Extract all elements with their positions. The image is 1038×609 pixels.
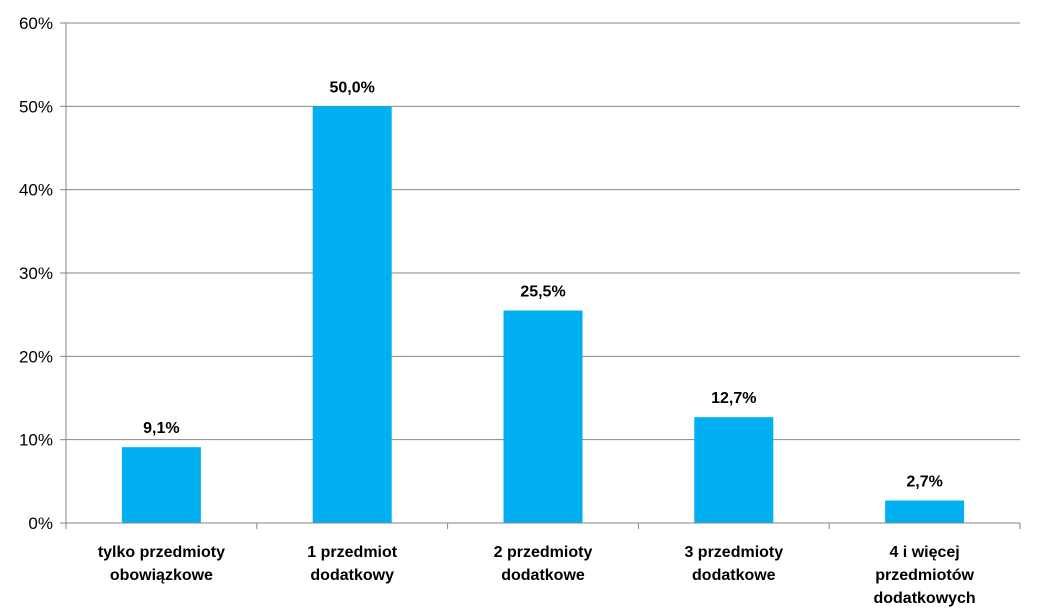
- category-label-line: 1 przedmiot: [307, 544, 397, 561]
- category-label: 3 przedmioty dodatkowe: [684, 544, 783, 584]
- y-tick-label: 30%: [19, 264, 53, 283]
- bar: [312, 106, 392, 523]
- category-label: 1 przedmiot dodatkowy: [307, 544, 397, 584]
- data-label: 25,5%: [520, 284, 565, 301]
- y-tick-label: 60%: [19, 14, 53, 33]
- y-tick-label: 50%: [19, 97, 53, 116]
- gridlines: [66, 22, 1020, 441]
- category-label-line: 3 przedmioty: [684, 544, 783, 561]
- bar: [885, 500, 965, 523]
- category-label-line: przedmiotów: [875, 567, 974, 584]
- y-tick-label: 0%: [28, 514, 53, 533]
- x-axis-tick-marks: [65, 523, 1021, 529]
- axes: [65, 23, 1020, 524]
- data-label: 12,7%: [711, 390, 756, 407]
- category-label-line: dodatkowe: [692, 567, 776, 584]
- category-label: tylko przedmioty obowiązkowe: [98, 544, 225, 584]
- data-label: 50,0%: [330, 79, 375, 96]
- y-tick-label: 10%: [19, 431, 53, 450]
- category-label-line: 2 przedmioty: [494, 544, 593, 561]
- category-label-line: obowiązkowe: [110, 567, 213, 584]
- y-axis-ticks: 0% 10% 20% 30% 40% 50% 60%: [19, 14, 66, 533]
- bar: [503, 310, 583, 523]
- data-label: 9,1%: [143, 420, 179, 437]
- category-label-line: 4 i więcej: [889, 544, 959, 561]
- category-labels: tylko przedmioty obowiązkowe 1 przedmiot do…: [98, 544, 976, 607]
- data-labels: 9,1% 50,0% 25,5% 12,7% 2,7%: [143, 79, 943, 490]
- category-label: 4 i więcej przedmiotów dodatkowych: [873, 544, 975, 607]
- category-label-line: dodatkowe: [501, 567, 585, 584]
- bars: [121, 106, 965, 523]
- data-label: 2,7%: [906, 474, 942, 491]
- y-tick-label: 20%: [19, 347, 53, 366]
- y-tick-label: 40%: [19, 181, 53, 200]
- bar: [694, 417, 774, 523]
- category-label: 2 przedmioty dodatkowe: [494, 544, 593, 584]
- bar: [121, 447, 201, 523]
- category-label-line: dodatkowy: [310, 567, 394, 584]
- category-label-line: tylko przedmioty: [98, 544, 225, 561]
- category-label-line: dodatkowych: [873, 590, 975, 607]
